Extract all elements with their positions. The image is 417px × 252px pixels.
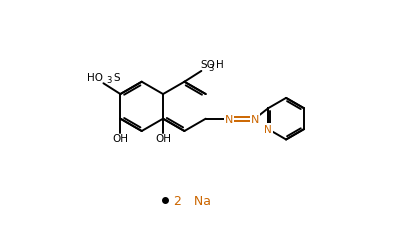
Text: N: N [264, 124, 272, 135]
Text: N: N [251, 114, 259, 124]
Text: N: N [225, 114, 234, 124]
Text: OH: OH [112, 134, 128, 144]
Text: 3: 3 [106, 76, 111, 85]
Text: S: S [113, 72, 120, 82]
Text: HO: HO [87, 72, 103, 82]
Text: H: H [216, 60, 224, 70]
Text: 3: 3 [208, 64, 214, 72]
Text: 2   Na: 2 Na [174, 194, 211, 207]
Text: SO: SO [201, 60, 216, 70]
Text: OH: OH [155, 134, 171, 144]
